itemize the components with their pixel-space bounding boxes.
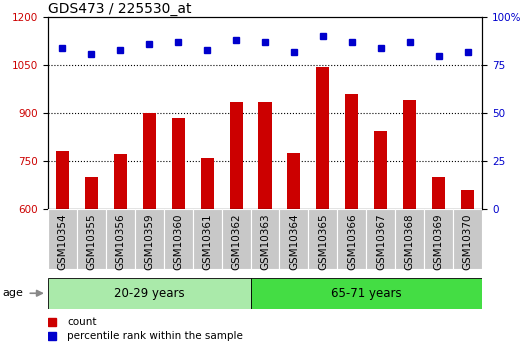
Bar <box>77 209 105 269</box>
Bar <box>200 158 214 345</box>
Bar <box>192 209 222 269</box>
Bar <box>308 209 338 269</box>
Bar <box>164 209 192 269</box>
Bar <box>56 151 69 345</box>
Bar <box>48 209 77 269</box>
Text: GSM10362: GSM10362 <box>231 214 241 270</box>
Bar <box>403 100 417 345</box>
Text: 20-29 years: 20-29 years <box>114 287 184 300</box>
Bar <box>259 102 271 345</box>
Bar <box>143 113 156 345</box>
Text: GSM10364: GSM10364 <box>289 214 299 270</box>
Bar <box>251 209 279 269</box>
Text: GSM10370: GSM10370 <box>463 214 473 270</box>
Bar <box>105 209 135 269</box>
Text: GSM10366: GSM10366 <box>347 214 357 270</box>
Bar <box>229 102 243 345</box>
Bar <box>222 209 251 269</box>
Bar <box>251 278 482 309</box>
Text: GSM10359: GSM10359 <box>144 214 154 270</box>
Bar <box>287 153 301 345</box>
Text: GSM10360: GSM10360 <box>173 214 183 270</box>
Bar <box>395 209 425 269</box>
Bar <box>346 94 358 345</box>
Text: GSM10356: GSM10356 <box>115 214 125 270</box>
Text: GSM10354: GSM10354 <box>57 214 67 270</box>
Bar <box>135 209 164 269</box>
Bar <box>113 155 127 345</box>
Text: GSM10367: GSM10367 <box>376 214 386 270</box>
Bar <box>432 177 445 345</box>
Text: GSM10369: GSM10369 <box>434 214 444 270</box>
Text: GDS473 / 225530_at: GDS473 / 225530_at <box>48 2 191 16</box>
Text: GSM10365: GSM10365 <box>318 214 328 270</box>
Bar <box>279 209 308 269</box>
Text: GSM10361: GSM10361 <box>202 214 212 270</box>
Bar <box>316 67 330 345</box>
Text: 65-71 years: 65-71 years <box>331 287 402 300</box>
Bar <box>48 278 251 309</box>
Bar <box>461 189 474 345</box>
Text: count: count <box>67 317 97 327</box>
Bar <box>374 130 387 345</box>
Text: GSM10368: GSM10368 <box>405 214 415 270</box>
Bar <box>425 209 453 269</box>
Bar <box>453 209 482 269</box>
Bar <box>172 118 184 345</box>
Text: age: age <box>3 288 23 298</box>
Text: percentile rank within the sample: percentile rank within the sample <box>67 331 243 341</box>
Bar <box>366 209 395 269</box>
Bar <box>338 209 366 269</box>
Text: GSM10363: GSM10363 <box>260 214 270 270</box>
Text: GSM10355: GSM10355 <box>86 214 96 270</box>
Bar <box>85 177 98 345</box>
